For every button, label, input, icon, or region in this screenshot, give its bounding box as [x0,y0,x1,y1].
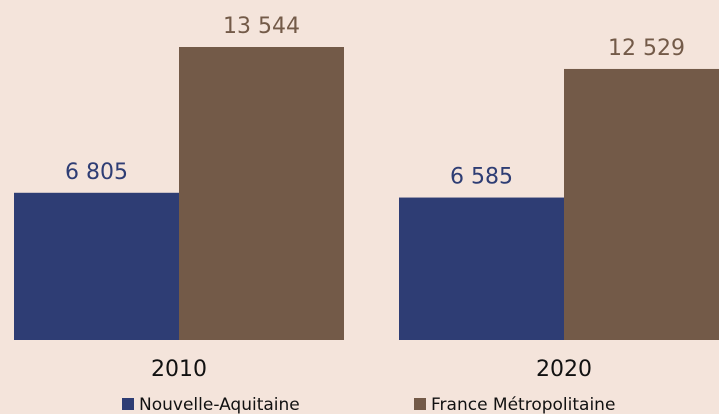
bar [564,68,719,340]
legend-swatch [122,398,134,410]
bar [14,192,179,340]
legend-label: France Métropolitaine [431,395,615,414]
x-tick-label: 2020 [536,357,592,382]
value-label: 12 529 [608,36,685,61]
legend-swatch [414,398,426,410]
bar [179,47,344,340]
bar [399,197,564,340]
value-label: 6 805 [65,160,128,185]
value-label: 13 544 [223,14,300,39]
legend-label: Nouvelle-Aquitaine [139,395,300,414]
value-label: 6 585 [450,165,513,190]
x-tick-label: 2010 [151,357,207,382]
